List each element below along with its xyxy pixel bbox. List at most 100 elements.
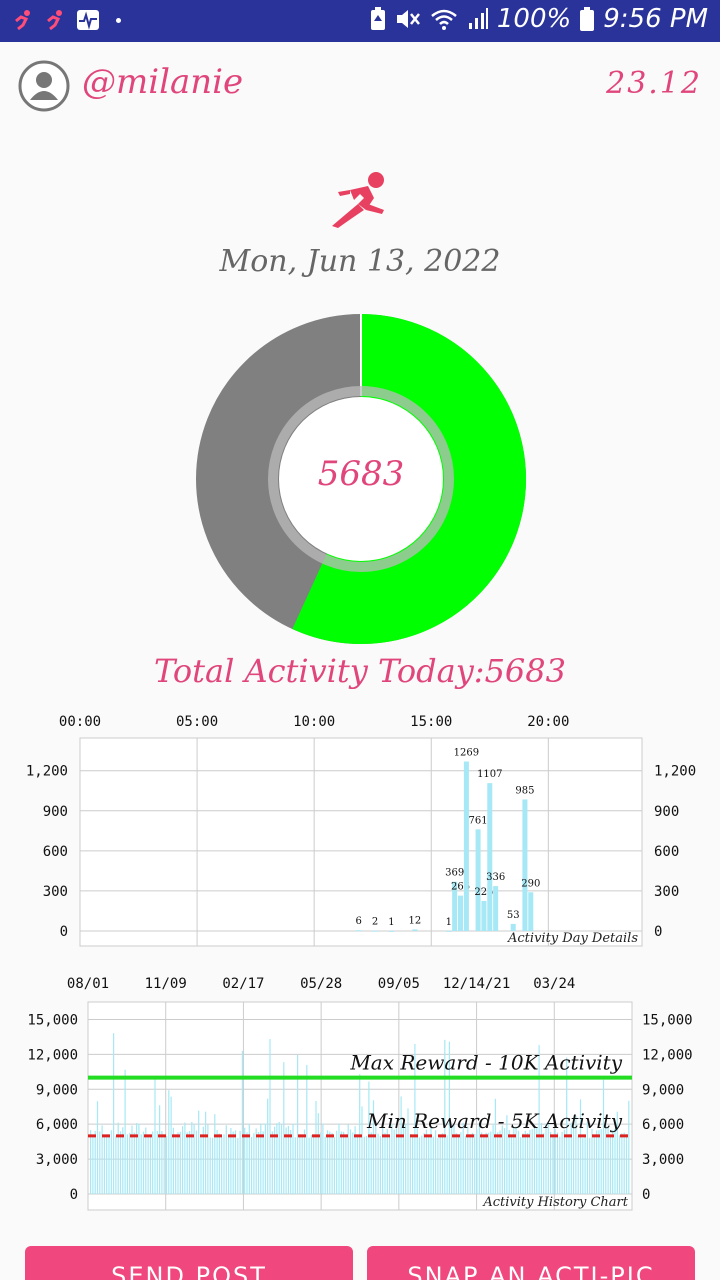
history-bar <box>439 1136 441 1194</box>
day-bar <box>481 900 487 931</box>
history-bar <box>276 1123 278 1194</box>
history-bar <box>354 1126 356 1194</box>
history-bar <box>292 1123 294 1194</box>
history-bar <box>366 1135 368 1194</box>
history-bar <box>543 1133 545 1194</box>
history-bar <box>310 1135 312 1194</box>
history-bar <box>444 1039 446 1194</box>
history-bar <box>246 1132 248 1194</box>
history-bar <box>211 1137 214 1194</box>
snap-acti-pic-button[interactable]: SNAP AN ACTI-PIC <box>367 1246 695 1280</box>
day-bar <box>452 881 458 931</box>
runner-notification-icon <box>47 10 62 31</box>
donut-center <box>279 397 443 561</box>
history-bar <box>628 1100 630 1194</box>
chart-annotation: Activity Day Details <box>507 931 638 946</box>
history-bar <box>538 1045 540 1194</box>
y-tick-label-left: 3,000 <box>36 1152 78 1168</box>
send-post-button[interactable]: SEND POST <box>25 1246 353 1280</box>
history-bar <box>172 1127 174 1194</box>
history-bar <box>515 1126 517 1194</box>
history-bar <box>271 1131 273 1194</box>
history-bar <box>269 1039 271 1194</box>
history-bar <box>529 1130 531 1194</box>
bar-data-label: 985 <box>515 785 534 796</box>
history-bar <box>418 1137 421 1194</box>
bar-data-label: 290 <box>521 878 540 889</box>
history-bar <box>340 1131 342 1194</box>
history-bar <box>359 1074 361 1194</box>
history-bar <box>501 1125 503 1194</box>
history-bar <box>200 1137 202 1194</box>
balance: 23.12 <box>606 66 702 101</box>
history-bar <box>209 1137 211 1194</box>
activity-monitor-icon <box>77 10 99 30</box>
history-bar <box>230 1127 232 1194</box>
history-bar <box>274 1126 276 1194</box>
y-tick-label-left: 6,000 <box>36 1117 78 1133</box>
avatar-icon[interactable] <box>18 60 70 112</box>
history-bar <box>218 1133 220 1194</box>
x-tick-label: 11/09 <box>145 976 187 992</box>
y-tick-label-left: 15,000 <box>27 1012 78 1028</box>
history-bar <box>356 1134 358 1194</box>
history-bar <box>94 1130 96 1194</box>
history-bar <box>563 1129 565 1194</box>
day-bar <box>487 783 493 931</box>
history-bar <box>96 1101 99 1194</box>
history-bar <box>255 1128 257 1194</box>
history-bar <box>547 1124 549 1194</box>
history-bar <box>533 1125 536 1194</box>
y-tick-label-right: 300 <box>654 884 679 900</box>
history-bar <box>536 1126 538 1194</box>
history-bar <box>584 1135 586 1194</box>
y-tick-label-left: 300 <box>43 884 68 900</box>
history-bar <box>451 1125 453 1194</box>
history-bar <box>540 1122 542 1194</box>
history-bar <box>338 1123 340 1194</box>
history-bar <box>122 1127 124 1194</box>
x-tick-label: 09/05 <box>378 976 420 992</box>
history-bar <box>513 1126 515 1194</box>
history-bar <box>508 1130 510 1194</box>
history-bar <box>331 1132 333 1194</box>
history-bar <box>115 1136 117 1194</box>
signal-icon <box>468 8 488 29</box>
history-bar <box>559 1136 561 1194</box>
bar-data-label: 265 <box>451 882 470 893</box>
activity-donut-chart <box>196 314 526 644</box>
history-bar <box>446 1135 448 1194</box>
history-bar <box>320 1132 322 1194</box>
history-bar <box>421 1135 423 1194</box>
history-bar <box>490 1131 492 1194</box>
history-bar <box>239 1130 241 1194</box>
history-bar <box>140 1134 142 1194</box>
wifi-icon <box>431 9 457 30</box>
history-bar <box>416 1128 418 1194</box>
history-bar <box>485 1132 487 1194</box>
history-bar <box>159 1105 161 1194</box>
history-bar <box>241 1050 243 1194</box>
history-bar <box>156 1131 158 1194</box>
history-bar <box>527 1132 529 1194</box>
history-bar <box>283 1062 285 1194</box>
history-bar <box>616 1111 618 1194</box>
history-bar <box>343 1131 345 1194</box>
history-bar <box>414 1044 416 1194</box>
history-bar <box>264 1123 266 1194</box>
history-bar <box>393 1129 395 1194</box>
history-bar <box>349 1129 352 1194</box>
history-bar <box>184 1122 186 1194</box>
x-tick-label: 10:00 <box>293 714 335 730</box>
y-tick-label-left: 0 <box>70 1187 78 1203</box>
history-bar <box>154 1078 156 1194</box>
history-bar <box>101 1125 103 1194</box>
history-bar <box>556 1132 559 1194</box>
donut-achieved <box>292 314 526 644</box>
history-bar <box>409 1134 411 1194</box>
username: @milanie <box>82 62 244 102</box>
x-tick-label: 08/01 <box>67 976 109 992</box>
history-bar <box>460 1132 462 1194</box>
y-tick-label-right: 600 <box>654 844 679 860</box>
history-bar <box>435 1130 437 1194</box>
